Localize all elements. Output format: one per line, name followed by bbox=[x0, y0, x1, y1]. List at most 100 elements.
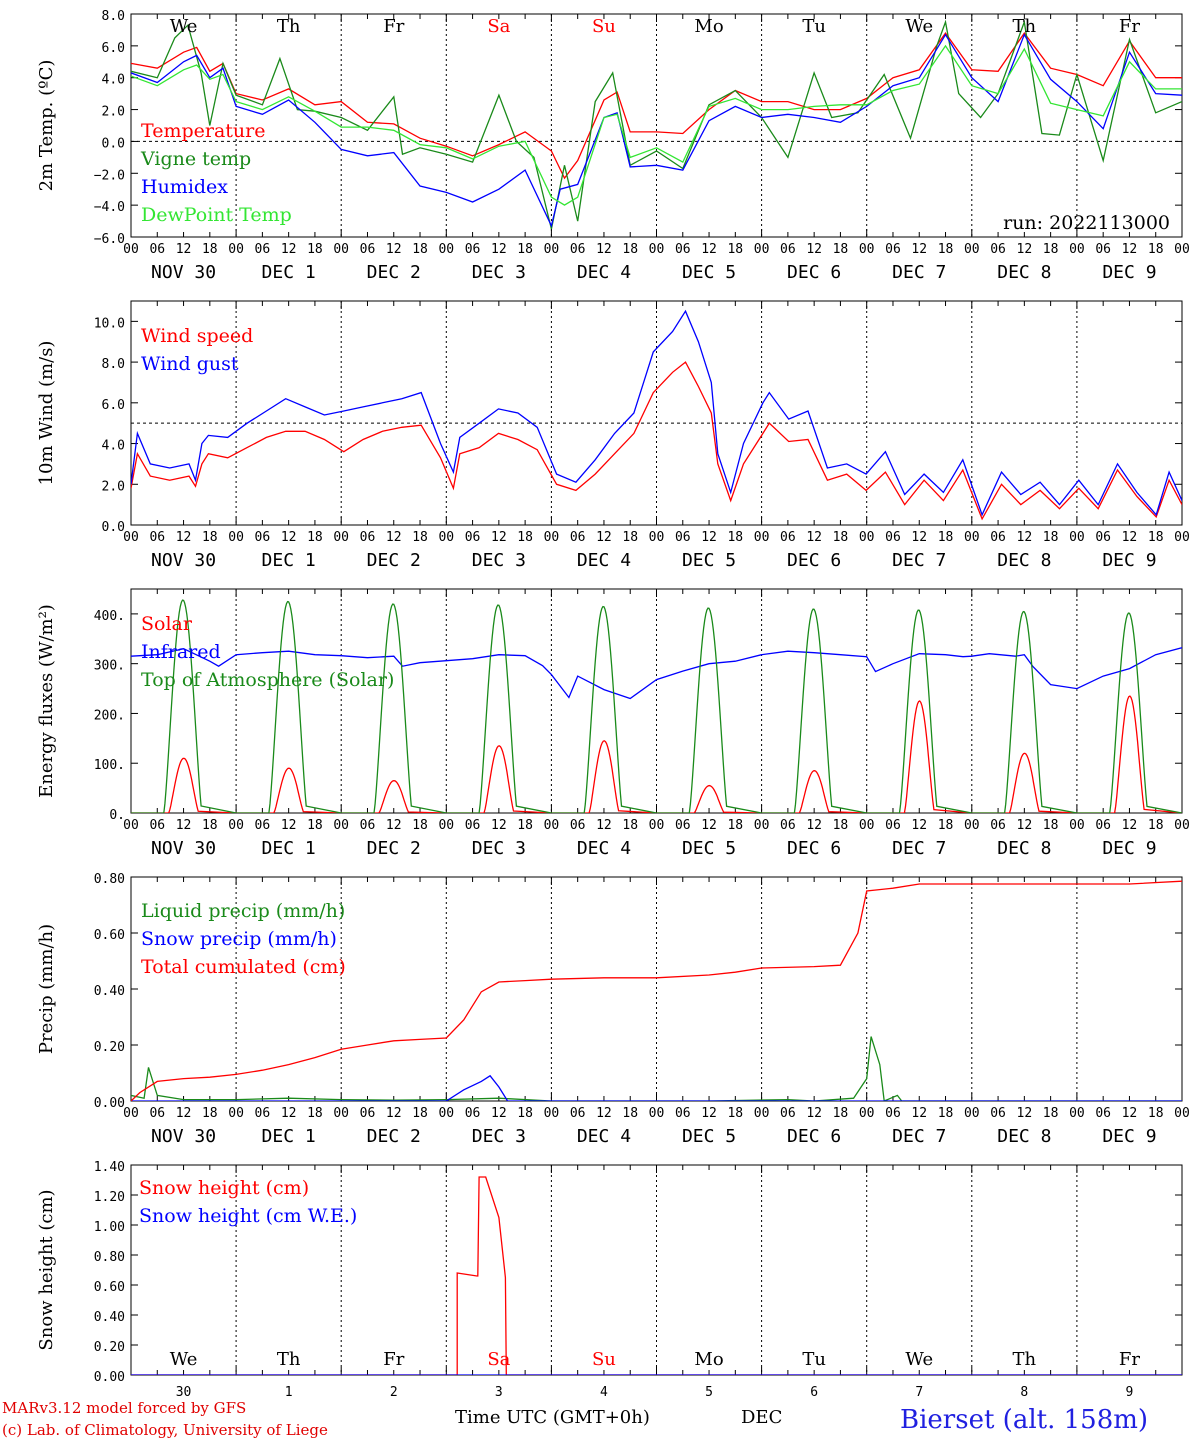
y-tick-label: 0. bbox=[109, 808, 125, 823]
date-label: DEC 1 bbox=[262, 1126, 316, 1147]
hour-tick-label: 12 bbox=[491, 530, 507, 545]
hour-tick-label: 00 bbox=[1069, 818, 1085, 833]
hour-tick-label: 00 bbox=[859, 818, 875, 833]
y-tick-label: 8.0 bbox=[102, 357, 125, 372]
y-tick-label: 0.20 bbox=[94, 1340, 125, 1355]
y-tick-label: 2.0 bbox=[102, 479, 125, 494]
hour-tick-label: 00 bbox=[1174, 818, 1190, 833]
hour-tick-label: 00 bbox=[123, 242, 139, 257]
series-line-snow-height-cm- bbox=[131, 1176, 1182, 1375]
hour-tick-label: 12 bbox=[386, 242, 402, 257]
hour-tick-label: 00 bbox=[123, 530, 139, 545]
legend-entry: Humidex bbox=[141, 176, 228, 198]
series-line-solar bbox=[131, 695, 1182, 813]
hour-tick-label: 12 bbox=[281, 1106, 297, 1121]
hour-tick-label: 12 bbox=[911, 818, 927, 833]
hour-tick-label: 06 bbox=[255, 242, 271, 257]
date-label: DEC 6 bbox=[787, 262, 841, 283]
hour-tick-label: 00 bbox=[228, 530, 244, 545]
weekday-label: We bbox=[170, 1349, 198, 1370]
date-label: DEC 8 bbox=[997, 1126, 1051, 1147]
y-tick-label: −2.0 bbox=[94, 168, 125, 183]
hour-tick-label: 00 bbox=[754, 1106, 770, 1121]
plot-area bbox=[131, 880, 1182, 1101]
hour-tick-label: 18 bbox=[622, 530, 638, 545]
hour-tick-label: 12 bbox=[1122, 818, 1138, 833]
hour-tick-label: 12 bbox=[911, 1106, 927, 1121]
y-tick-label: 6.0 bbox=[102, 41, 125, 56]
weekday-label: Su bbox=[592, 1349, 616, 1370]
weekday-label: Sa bbox=[487, 16, 510, 37]
day-number-label: 8 bbox=[1020, 1385, 1028, 1400]
series-line-wind-speed bbox=[131, 361, 1182, 521]
panel-wind: 0.0 2.0 4.0 6.0 8.0 10.0 10m Wind (m/s) Wind sp… bbox=[36, 300, 1190, 571]
weekday-label: Fr bbox=[1119, 1349, 1140, 1370]
hour-tick-label: 18 bbox=[517, 818, 533, 833]
date-label: DEC 5 bbox=[682, 1126, 736, 1147]
hour-tick-label: 00 bbox=[649, 818, 665, 833]
hour-tick-label: 18 bbox=[833, 1106, 849, 1121]
date-label: NOV 30 bbox=[151, 550, 216, 571]
hour-tick-label: 18 bbox=[727, 1106, 743, 1121]
hour-tick-label: 12 bbox=[701, 818, 717, 833]
hour-tick-label: 18 bbox=[1148, 242, 1164, 257]
weekday-label: Tu bbox=[802, 16, 826, 37]
hour-tick-label: 00 bbox=[754, 242, 770, 257]
date-label: DEC 2 bbox=[367, 838, 421, 859]
date-label: DEC 8 bbox=[997, 262, 1051, 283]
hour-tick-label: 18 bbox=[1148, 818, 1164, 833]
hour-tick-label: 00 bbox=[333, 530, 349, 545]
date-label: DEC 8 bbox=[997, 838, 1051, 859]
hour-tick-label: 18 bbox=[833, 530, 849, 545]
hour-tick-label: 06 bbox=[570, 242, 586, 257]
hour-tick-label: 06 bbox=[360, 1106, 376, 1121]
weekday-label: We bbox=[905, 1349, 933, 1370]
hour-tick-label: 00 bbox=[964, 530, 980, 545]
y-axis-label: Energy fluxes (W/m²) bbox=[36, 604, 57, 798]
hour-tick-label: 06 bbox=[465, 1106, 481, 1121]
hour-tick-label: 00 bbox=[649, 242, 665, 257]
weekday-label: Su bbox=[592, 16, 616, 37]
date-label: DEC 7 bbox=[892, 262, 946, 283]
hour-tick-label: 12 bbox=[386, 530, 402, 545]
hour-tick-label: 06 bbox=[149, 818, 165, 833]
date-label: DEC 4 bbox=[577, 1126, 631, 1147]
legend-entry: DewPoint Temp bbox=[141, 204, 292, 226]
hour-tick-label: 00 bbox=[859, 1106, 875, 1121]
hour-tick-label: 18 bbox=[622, 242, 638, 257]
hour-tick-label: 12 bbox=[491, 818, 507, 833]
hour-tick-label: 12 bbox=[911, 530, 927, 545]
y-tick-label: 0.20 bbox=[94, 1040, 125, 1055]
hour-tick-label: 00 bbox=[649, 530, 665, 545]
weekday-label: Th bbox=[277, 16, 301, 37]
hour-tick-label: 06 bbox=[1095, 818, 1111, 833]
hour-tick-label: 12 bbox=[806, 1106, 822, 1121]
hour-tick-label: 06 bbox=[885, 1106, 901, 1121]
hour-tick-label: 12 bbox=[596, 242, 612, 257]
hour-tick-label: 00 bbox=[1069, 242, 1085, 257]
date-label: DEC 7 bbox=[892, 550, 946, 571]
weekday-label: Th bbox=[1013, 16, 1037, 37]
hour-tick-label: 00 bbox=[544, 242, 560, 257]
hour-tick-label: 12 bbox=[1122, 1106, 1138, 1121]
hour-tick-label: 06 bbox=[780, 530, 796, 545]
date-label: DEC 3 bbox=[472, 262, 526, 283]
hour-tick-label: 12 bbox=[1017, 818, 1033, 833]
y-axis-label: 2m Temp. (ºC) bbox=[36, 60, 57, 192]
hour-tick-label: 06 bbox=[675, 242, 691, 257]
hour-tick-label: 06 bbox=[360, 242, 376, 257]
date-label: DEC 5 bbox=[682, 262, 736, 283]
y-tick-label: 10.0 bbox=[94, 316, 125, 331]
y-tick-label: 1.40 bbox=[94, 1160, 125, 1175]
hour-tick-label: 12 bbox=[281, 818, 297, 833]
hour-tick-label: 18 bbox=[517, 1106, 533, 1121]
hour-tick-label: 00 bbox=[438, 1106, 454, 1121]
hour-tick-label: 18 bbox=[1043, 242, 1059, 257]
day-number-label: 30 bbox=[176, 1385, 192, 1400]
date-label: DEC 1 bbox=[262, 838, 316, 859]
hour-tick-label: 12 bbox=[491, 242, 507, 257]
hour-tick-label: 18 bbox=[412, 1106, 428, 1121]
hour-tick-label: 00 bbox=[1174, 242, 1190, 257]
y-tick-label: 2.0 bbox=[102, 105, 125, 120]
date-label: DEC 6 bbox=[787, 1126, 841, 1147]
